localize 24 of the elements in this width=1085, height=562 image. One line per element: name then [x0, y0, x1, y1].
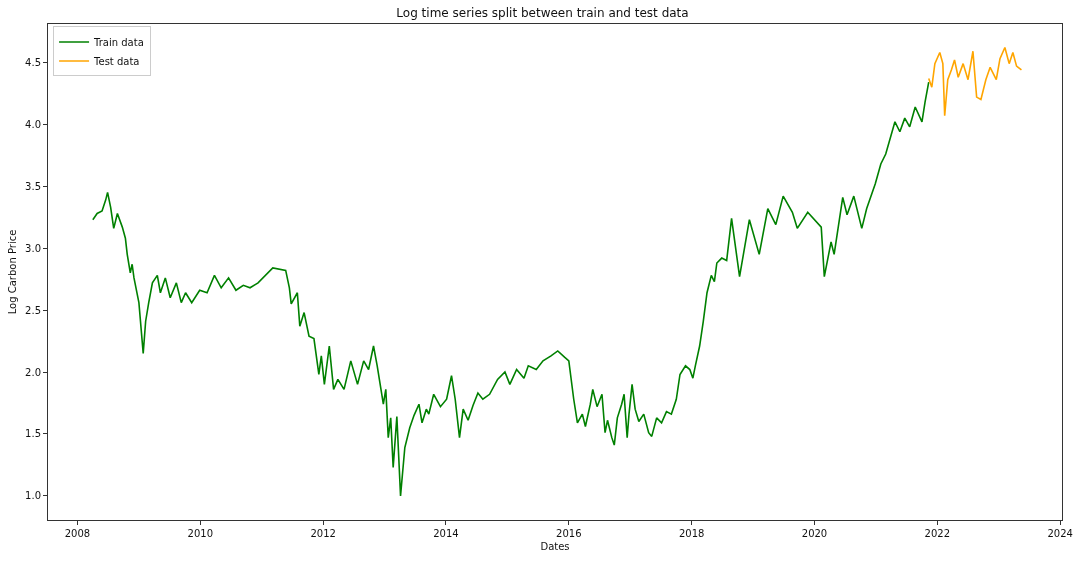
chart-title: Log time series split between train and test data — [396, 5, 689, 20]
x-tick-label: 2020 — [801, 528, 828, 539]
x-tick-label: 2014 — [433, 528, 459, 539]
x-axis-title: Dates — [540, 540, 570, 552]
y-tick-label: 3.5 — [25, 180, 41, 192]
y-tick-label: 1.5 — [25, 428, 41, 440]
y-tick-label: 4.5 — [25, 56, 41, 68]
line-series — [927, 46, 1023, 117]
x-tick-label: 2022 — [924, 528, 951, 539]
x-tick-label: 2010 — [187, 528, 214, 539]
y-tick-label: 2.0 — [25, 366, 41, 378]
x-tick-label: 2012 — [310, 528, 336, 539]
line-series — [92, 81, 930, 497]
y-tick-label: 1.0 — [25, 490, 41, 502]
x-tick-label: 2018 — [678, 528, 705, 539]
x-tick-label: 2016 — [556, 528, 582, 539]
y-tick-label: 3.0 — [25, 242, 41, 254]
legend-label: Train data — [93, 36, 144, 48]
x-tick-label: 2008 — [64, 528, 91, 539]
y-tick-label: 4.0 — [25, 118, 41, 130]
y-tick-label: 2.5 — [25, 304, 41, 316]
y-axis-title: Log Carbon Price — [7, 229, 19, 315]
x-tick-label: 2024 — [1047, 528, 1073, 539]
legend-label: Test data — [93, 55, 140, 67]
